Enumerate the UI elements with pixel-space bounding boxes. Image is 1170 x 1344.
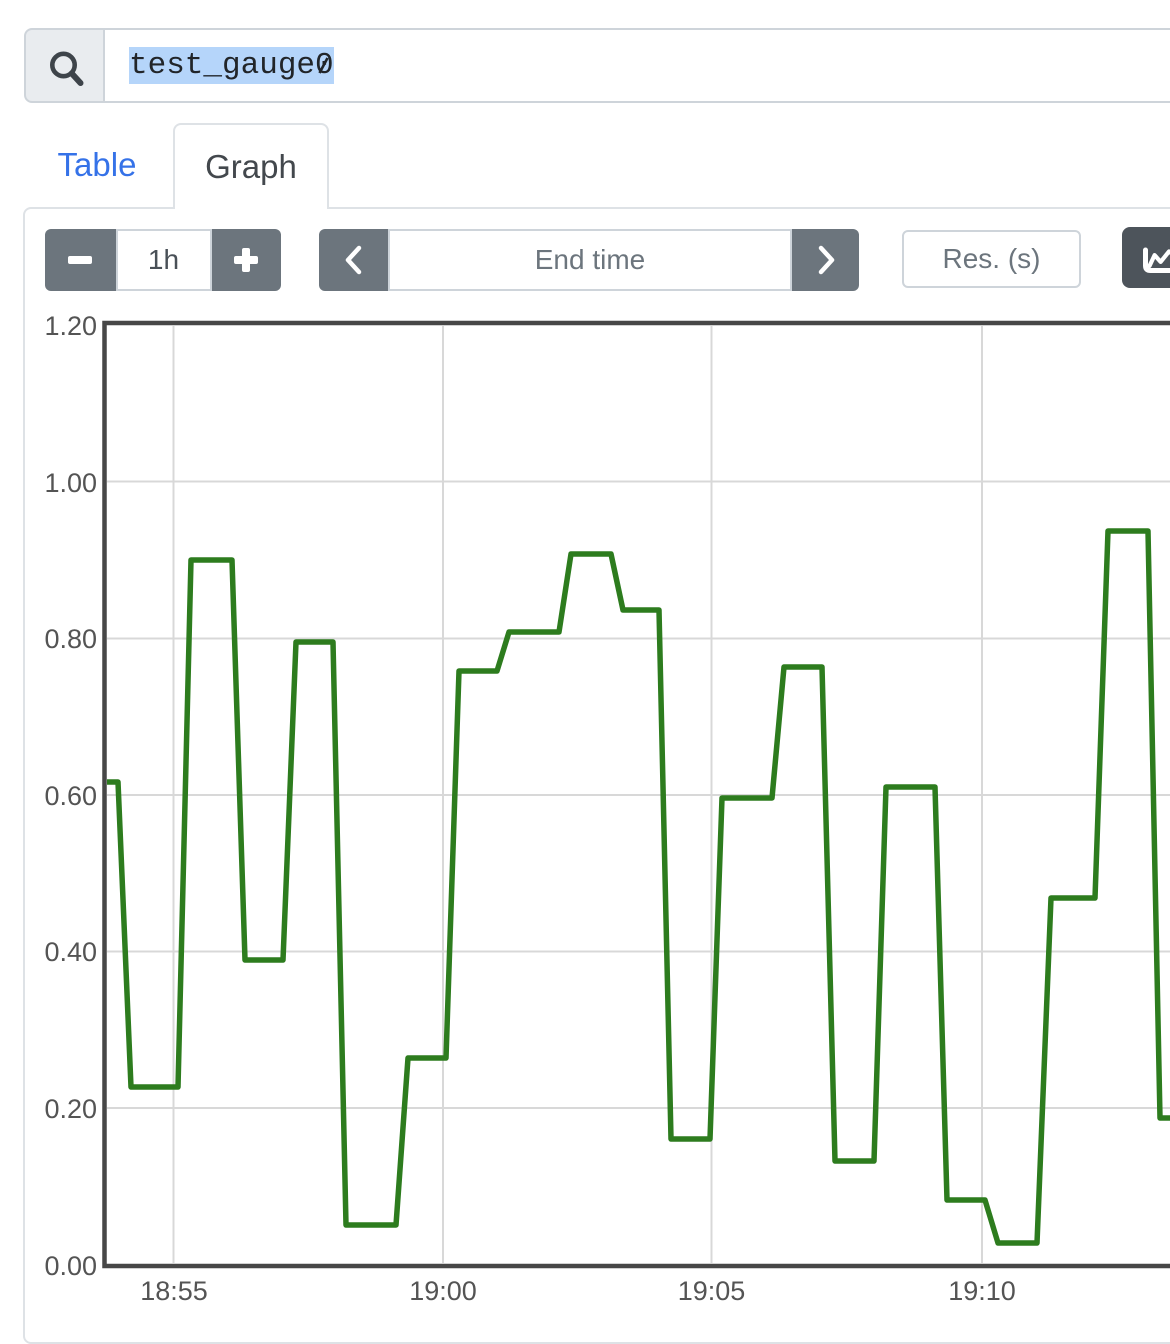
svg-text:0.80: 0.80 [44, 624, 97, 654]
svg-text:1.00: 1.00 [44, 468, 97, 498]
svg-text:18:55: 18:55 [140, 1276, 208, 1306]
svg-text:19:10: 19:10 [948, 1276, 1016, 1306]
svg-text:19:00: 19:00 [409, 1276, 477, 1306]
svg-text:0.20: 0.20 [44, 1094, 97, 1124]
svg-text:0.00: 0.00 [44, 1251, 97, 1281]
svg-text:1.20: 1.20 [44, 311, 97, 341]
svg-text:19:05: 19:05 [678, 1276, 746, 1306]
svg-text:0.40: 0.40 [44, 937, 97, 967]
svg-text:0.60: 0.60 [44, 781, 97, 811]
